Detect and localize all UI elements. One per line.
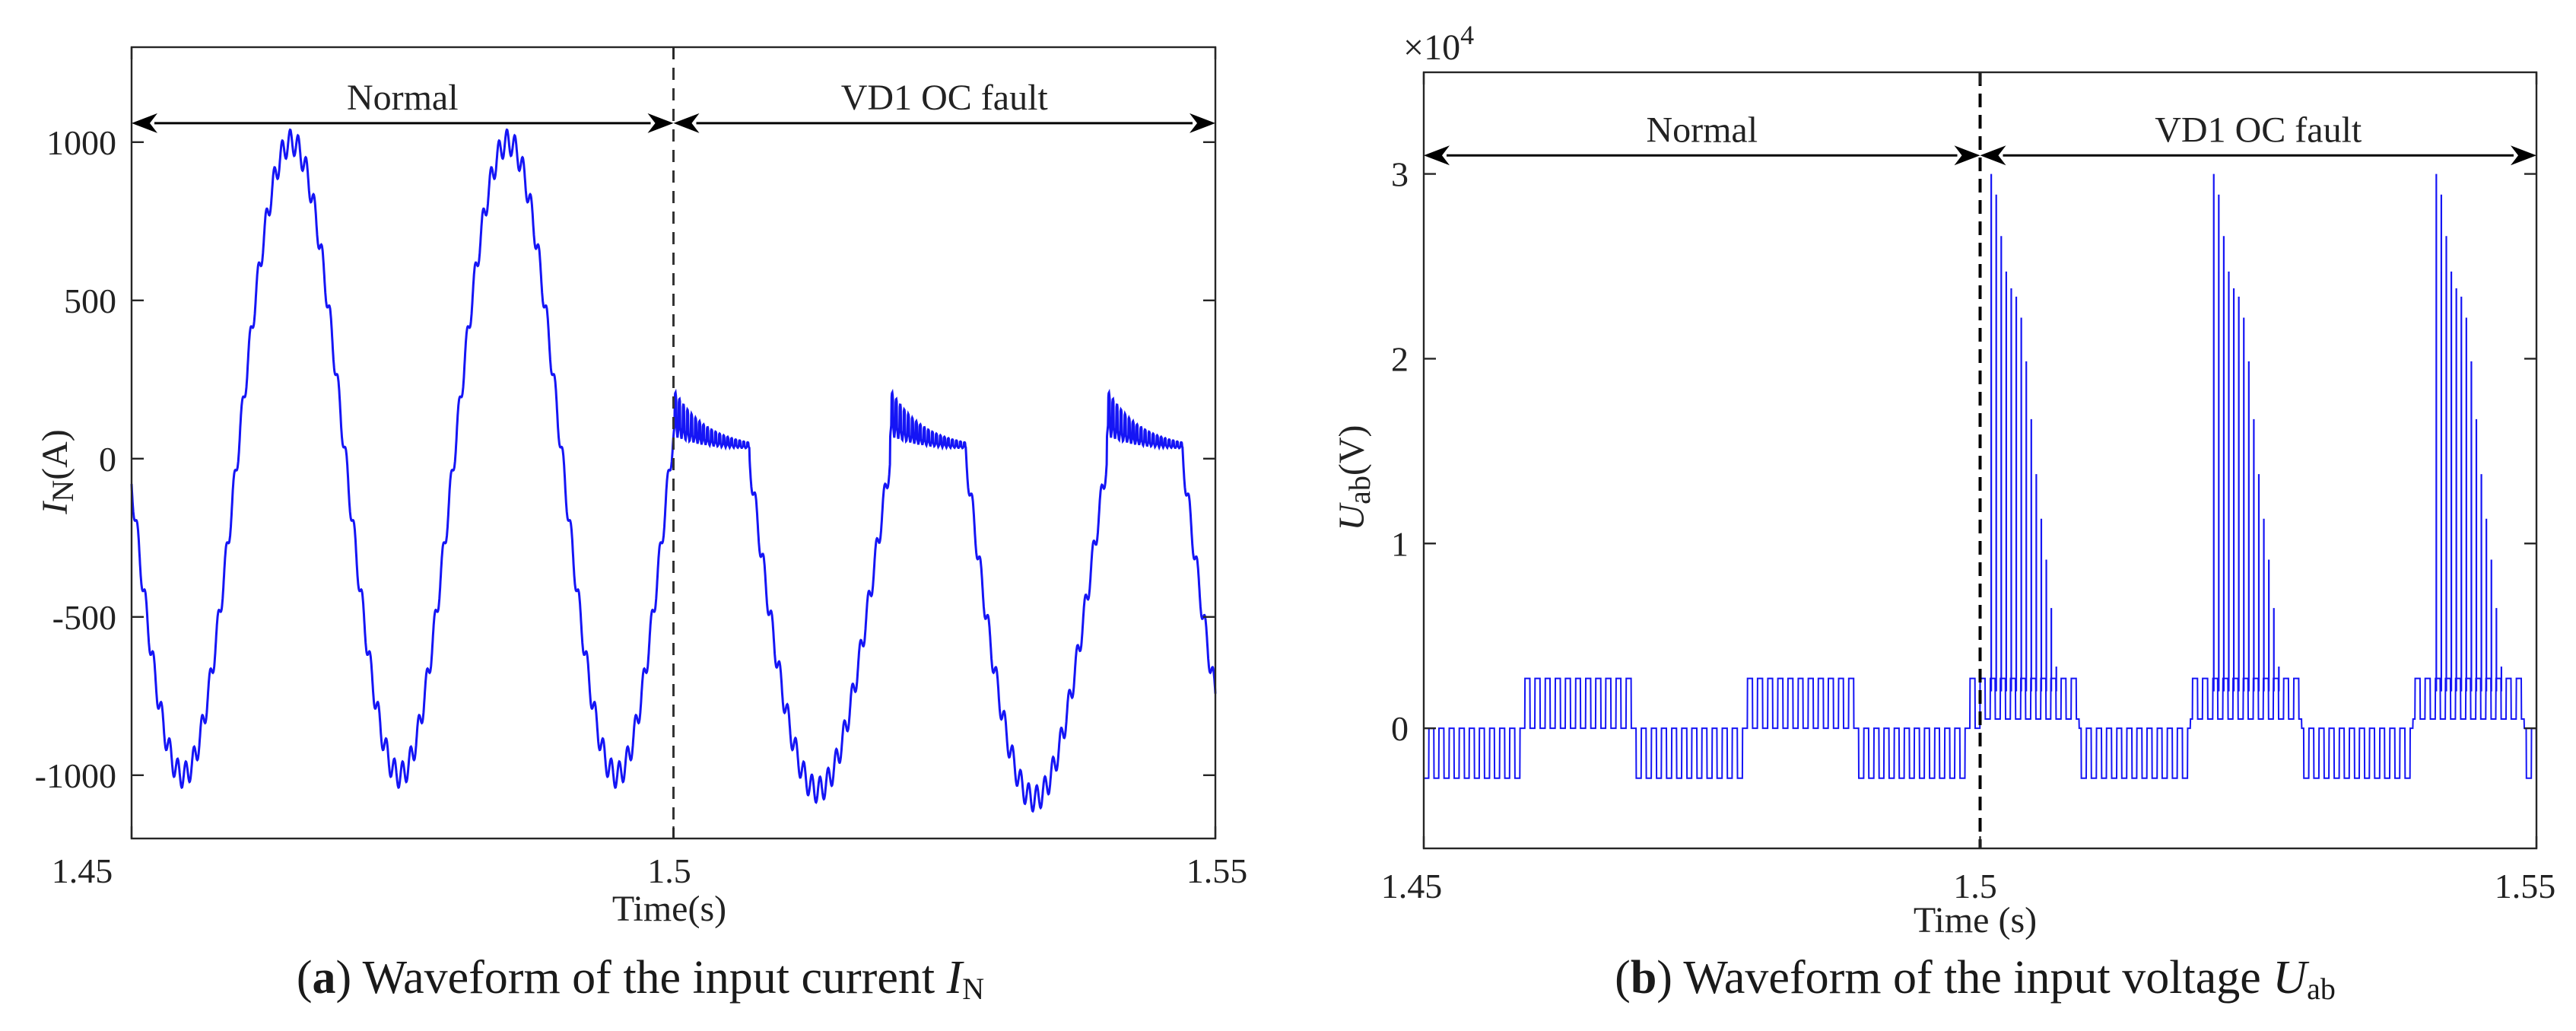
chart-b-ylabel-subscript: ab [1342, 476, 1377, 504]
b-annotation-1-arrow-head-right [2511, 145, 2536, 166]
chart-b-annotation-normal: Normal [1646, 110, 1758, 150]
chart-a-xtick-label: 1.45 [52, 851, 113, 890]
chart-a-ytick-label: 0 [99, 440, 116, 479]
chart-b-ytick-label: 2 [1391, 339, 1409, 378]
chart-a-ytick-label: 500 [64, 282, 116, 320]
chart-a-current-series [130, 128, 1217, 813]
chart-b-ylabel: Uab(V) [1332, 425, 1377, 530]
chart-b-ticks [1422, 72, 2538, 848]
chart-a: Normal VD1 OC fault 1.45 1.5 1.55 -1000 … [35, 46, 1248, 1006]
chart-a-ytick-label: 1000 [46, 123, 116, 162]
a-annotation-0-arrow-head-right [647, 113, 674, 133]
chart-a-ytick-label: -500 [52, 598, 116, 637]
chart-b-caption-symbol: U [2273, 952, 2310, 1004]
chart-a-ylabel-symbol: I [35, 501, 75, 515]
chart-b-ytick-label: 0 [1391, 709, 1409, 748]
chart-b-xtick-label: 1.55 [2495, 867, 2556, 905]
chart-a-annotation-arrows [132, 113, 1215, 133]
b-annotation-0-arrow-head-left [1424, 145, 1450, 166]
chart-a-ticks [130, 47, 1217, 838]
chart-b-ytick-label: 1 [1391, 524, 1409, 563]
chart-a-xlabel: Time(s) [612, 889, 726, 929]
chart-b-caption: (b) Waveform of the input voltage Uab [1615, 952, 2336, 1006]
chart-a-current-waveform-group [130, 128, 1217, 813]
chart-a-caption-text: Waveform of the input current [351, 952, 946, 1004]
chart-b-annotation-fault: VD1 OC fault [2155, 110, 2362, 150]
chart-a-caption-subscript: N [962, 972, 984, 1006]
chart-b: Normal VD1 OC fault 1.45 1.5 1.55 0 1 2 … [1332, 20, 2555, 1006]
chart-a-caption-label: a [313, 952, 336, 1004]
a-annotation-0-arrow-head-left [132, 113, 157, 133]
chart-b-ytick-label: 3 [1391, 155, 1409, 194]
chart-a-ylabel-subscript: N [46, 480, 80, 502]
chart-b-multiplier: ×104 [1403, 20, 1474, 68]
chart-b-xlabel: Time (s) [1914, 900, 2037, 940]
chart-b-multiplier-base: ×10 [1403, 27, 1460, 68]
chart-b-caption-text: Waveform of the input voltage [1672, 952, 2273, 1004]
chart-b-xtick-label: 1.45 [1381, 867, 1443, 905]
chart-a-caption: (a) Waveform of the input current IN [297, 952, 984, 1006]
chart-b-xtick-label: 1.5 [1953, 867, 1997, 905]
chart-a-ytick-label: -1000 [35, 756, 116, 795]
b-annotation-1-arrow-head-left [1980, 145, 2006, 166]
chart-a-xtick-label: 1.5 [647, 851, 691, 890]
chart-a-ylabel: IN(A) [35, 429, 80, 515]
chart-a-xtick-label: 1.55 [1186, 851, 1248, 890]
chart-a-caption-symbol: I [946, 952, 965, 1004]
chart-b-caption-subscript: ab [2307, 972, 2336, 1006]
a-annotation-1-arrow-head-left [673, 113, 700, 133]
chart-b-ylabel-symbol: U [1332, 502, 1372, 531]
chart-b-multiplier-exponent: 4 [1460, 20, 1474, 50]
chart-a-annotation-normal: Normal [347, 78, 459, 118]
chart-a-ylabel-unit: (A) [35, 429, 75, 480]
b-annotation-0-arrow-head-right [1954, 145, 1980, 166]
chart-b-caption-label: b [1631, 952, 1656, 1004]
chart-b-annotation-arrows [1424, 145, 2536, 166]
a-annotation-1-arrow-head-right [1190, 113, 1215, 133]
chart-a-annotation-fault: VD1 OC fault [841, 78, 1049, 118]
chart-b-ylabel-unit: (V) [1332, 425, 1372, 476]
